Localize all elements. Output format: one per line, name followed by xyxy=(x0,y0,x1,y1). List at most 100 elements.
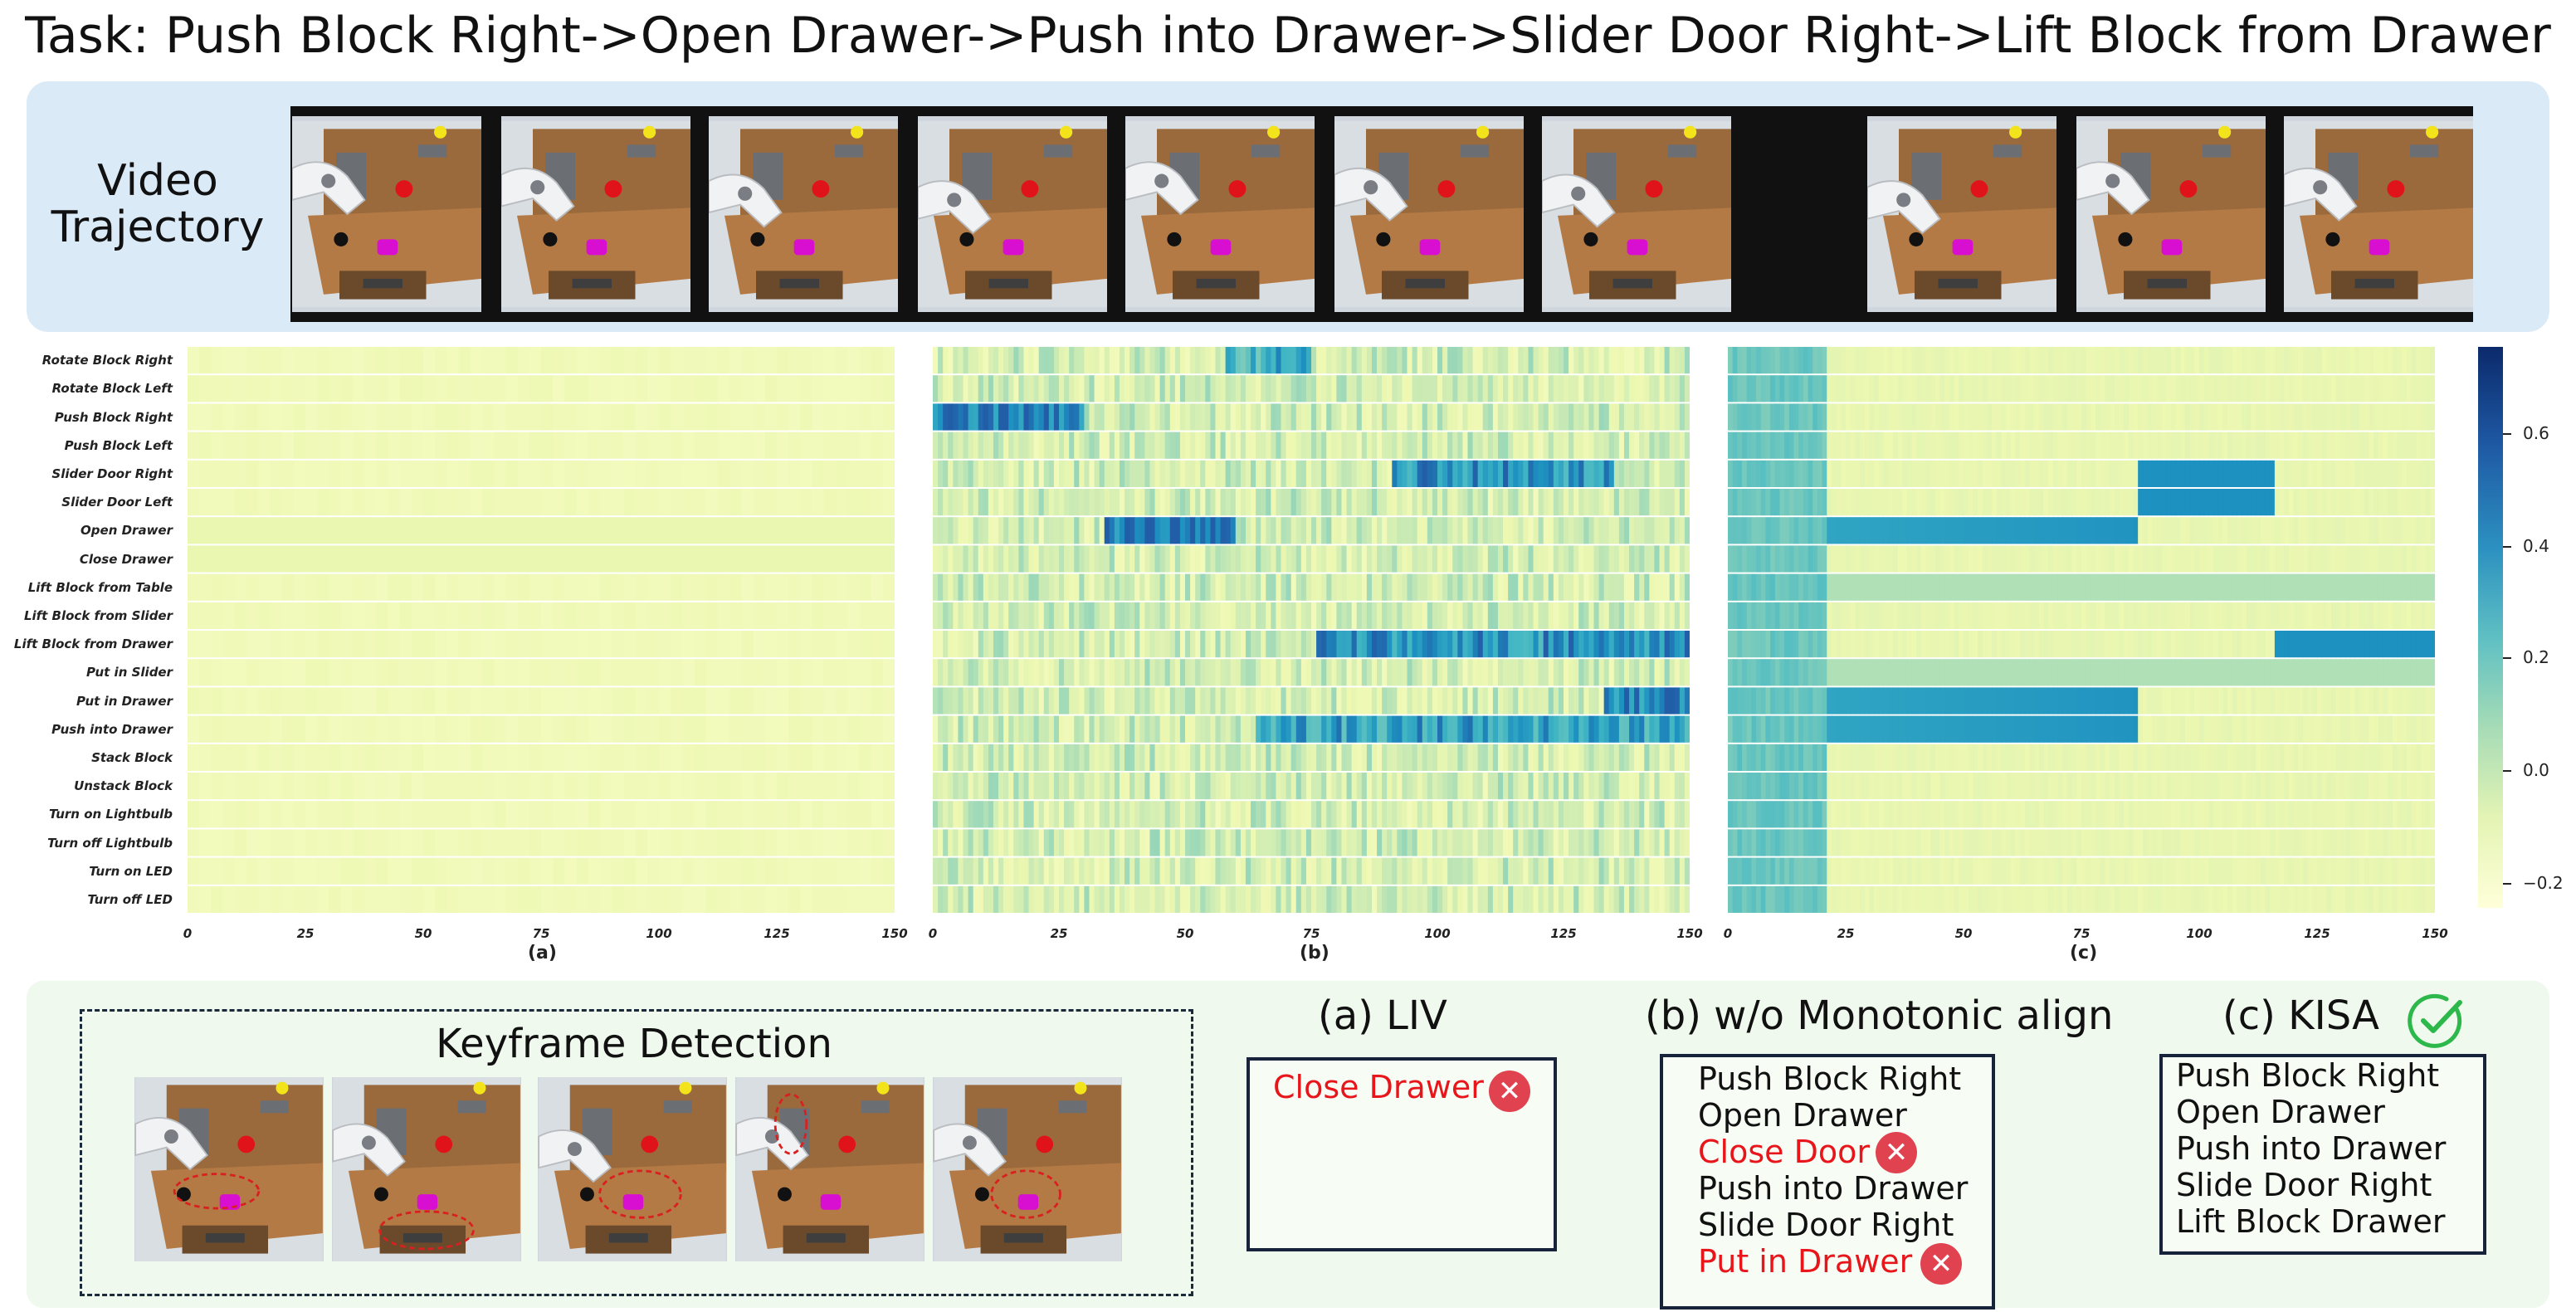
x-tick-label: 50 xyxy=(1954,926,1973,941)
wo-mono-item-4: Slide Door Right xyxy=(1698,1207,1954,1243)
x-mark-icon: ✕ xyxy=(1489,1071,1530,1112)
colorbar-tick-mark xyxy=(2503,657,2511,659)
keyframe-image xyxy=(538,1077,727,1261)
keyframe-image xyxy=(735,1077,925,1261)
colorbar-tick-mark xyxy=(2503,433,2511,435)
check-circle-icon xyxy=(2408,993,2462,1048)
x-tick-label: 125 xyxy=(764,926,790,941)
row-label: Slider Door Right xyxy=(51,466,173,481)
trajectory-frame xyxy=(1867,116,2056,312)
video-label-line2: Trajectory xyxy=(51,202,265,252)
row-label: Push Block Left xyxy=(64,437,173,453)
row-label: Lift Block from Slider xyxy=(23,607,173,623)
colorbar-tick-mark xyxy=(2503,770,2511,772)
x-mark-icon: ✕ xyxy=(1920,1243,1962,1285)
row-label: Unstack Block xyxy=(74,778,173,794)
liv-item-0: Close Drawer xyxy=(1273,1069,1484,1105)
row-label: Turn on Lightbulb xyxy=(48,807,173,822)
trajectory-frame xyxy=(709,116,898,312)
row-label: Turn off LED xyxy=(87,891,173,907)
x-tick-label: 100 xyxy=(646,926,672,941)
x-tick-label: 0 xyxy=(928,926,938,941)
heatmap-row-labels: Rotate Block Right Rotate Block Left Push … xyxy=(0,347,176,919)
row-label: Put in Slider xyxy=(86,665,173,680)
keyframe-detection-title: Keyframe Detection xyxy=(436,1021,832,1067)
kisa-item-4: Lift Block Drawer xyxy=(2176,1203,2446,1240)
row-label: Slider Door Left xyxy=(61,495,173,510)
wo-mono-item-1: Open Drawer xyxy=(1698,1097,1907,1134)
x-tick-label: 125 xyxy=(2304,926,2330,941)
kisa-title: (c) KISA xyxy=(2222,993,2379,1039)
trajectory-frame xyxy=(1125,116,1315,312)
x-tick-label: 0 xyxy=(183,926,193,941)
row-label: Push into Drawer xyxy=(51,721,173,737)
kisa-item-2: Push into Drawer xyxy=(2176,1130,2447,1167)
colorbar-tick-label: 0.6 xyxy=(2523,423,2549,443)
colorbar-tick-mark xyxy=(2503,883,2511,885)
row-label: Put in Drawer xyxy=(76,693,173,709)
video-label-line1: Video xyxy=(97,156,218,206)
video-trajectory-label: Video Trajectory xyxy=(33,158,282,251)
x-tick-label: 50 xyxy=(1176,926,1194,941)
row-label: Lift Block from Table xyxy=(27,579,173,595)
kisa-item-0: Push Block Right xyxy=(2176,1057,2440,1094)
kisa-item-3: Slide Door Right xyxy=(2176,1167,2432,1203)
x-tick-label: 100 xyxy=(1424,926,1451,941)
wo-mono-item-3: Push into Drawer xyxy=(1698,1170,1969,1207)
trajectory-frame xyxy=(501,116,690,312)
x-tick-label: 75 xyxy=(1302,926,1320,941)
keyframe-image xyxy=(134,1077,324,1261)
x-tick-label: 25 xyxy=(296,926,315,941)
heatmap-wo-monotonic xyxy=(933,347,1690,914)
row-label: Rotate Block Left xyxy=(51,381,173,397)
row-label: Rotate Block Right xyxy=(41,353,173,368)
x-tick-label: 25 xyxy=(1050,926,1068,941)
row-label: Close Drawer xyxy=(79,551,173,567)
trajectory-frame xyxy=(292,116,481,312)
trajectory-frame xyxy=(1542,116,1731,312)
trajectory-frame xyxy=(2076,116,2266,312)
trajectory-frame xyxy=(2284,116,2473,312)
keyframe-detection-box xyxy=(80,1009,1193,1296)
x-tick-label: 75 xyxy=(2072,926,2091,941)
caption-b: (b) xyxy=(1300,943,1329,963)
row-label: Turn off Lightbulb xyxy=(47,835,173,851)
x-tick-label: 125 xyxy=(1550,926,1577,941)
wo-mono-item-5: Put in Drawer xyxy=(1698,1243,1913,1280)
heatmap-kisa xyxy=(1728,347,2436,914)
colorbar xyxy=(2478,347,2503,908)
kisa-item-1: Open Drawer xyxy=(2176,1094,2385,1130)
colorbar-tick-label: 0.0 xyxy=(2523,760,2549,780)
frames-ellipsis: ... xyxy=(1768,173,1844,250)
colorbar-tick-label: −0.2 xyxy=(2523,873,2564,893)
caption-c: (c) xyxy=(2070,943,2098,963)
caption-a: (a) xyxy=(528,943,557,963)
liv-title: (a) LIV xyxy=(1318,993,1447,1039)
row-label: Push Block Right xyxy=(54,409,173,425)
x-tick-label: 150 xyxy=(2422,926,2448,941)
wo-mono-title: (b) w/o Monotonic align xyxy=(1645,993,2114,1039)
x-tick-label: 50 xyxy=(414,926,432,941)
x-tick-label: 25 xyxy=(1837,926,1855,941)
colorbar-tick-label: 0.4 xyxy=(2523,536,2549,556)
task-title: Task: Push Block Right->Open Drawer->Pus… xyxy=(25,7,2551,65)
colorbar-tick-label: 0.2 xyxy=(2523,647,2549,667)
x-tick-label: 150 xyxy=(881,926,908,941)
heatmap-liv xyxy=(188,347,895,914)
x-tick-label: 100 xyxy=(2186,926,2213,941)
x-tick-label: 0 xyxy=(1723,926,1733,941)
colorbar-tick-mark xyxy=(2503,546,2511,548)
video-filmstrip xyxy=(290,106,2473,322)
x-mark-icon: ✕ xyxy=(1876,1132,1917,1173)
row-label: Stack Block xyxy=(91,749,173,765)
keyframe-image xyxy=(933,1077,1122,1261)
row-label: Open Drawer xyxy=(80,523,173,539)
kisa-result-box xyxy=(2159,1054,2486,1255)
trajectory-frame xyxy=(918,116,1107,312)
trajectory-frame xyxy=(1334,116,1524,312)
wo-mono-item-2: Close Door xyxy=(1698,1134,1870,1170)
x-tick-label: 75 xyxy=(532,926,550,941)
keyframe-image xyxy=(332,1077,521,1261)
row-label: Turn on LED xyxy=(89,863,173,879)
row-label: Lift Block from Drawer xyxy=(13,636,173,652)
